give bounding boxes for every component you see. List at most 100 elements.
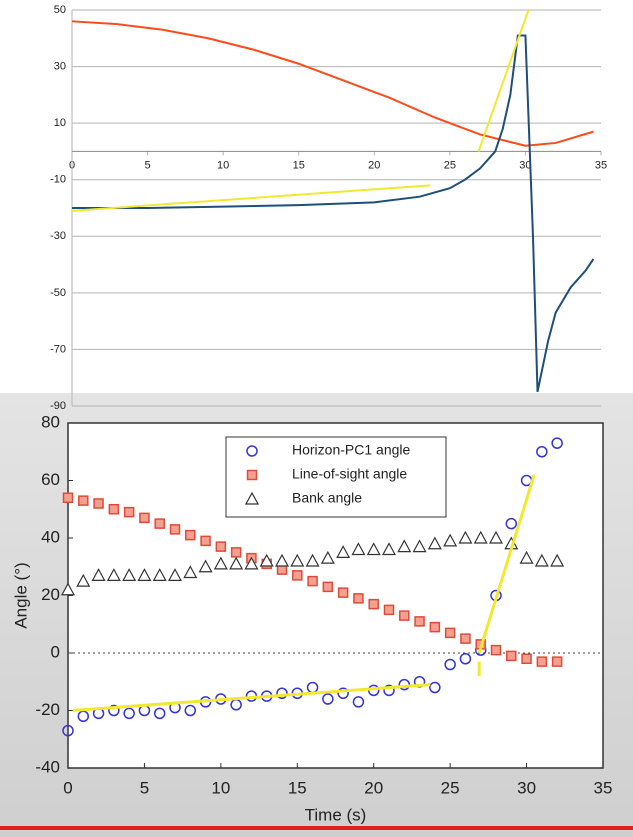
x-tick-label: 0	[63, 778, 72, 797]
y-tick-label: 40	[41, 527, 60, 546]
data-point	[167, 568, 183, 581]
data-point	[551, 656, 563, 667]
data-point	[154, 518, 165, 529]
data-point	[307, 575, 318, 587]
progress-bar	[0, 826, 633, 830]
y-tick-label: -40	[35, 757, 60, 776]
data-point	[305, 553, 320, 567]
x-tick-label: 10	[211, 778, 230, 797]
y-tick-label: -30	[50, 230, 66, 242]
x-tick-label: 30	[517, 778, 536, 797]
data-point	[505, 517, 518, 530]
x-tick-label: 5	[145, 159, 151, 171]
data-point	[77, 710, 90, 722]
data-point	[93, 498, 104, 509]
data-point	[137, 568, 152, 581]
data-point	[352, 696, 365, 708]
legend-marker	[244, 491, 260, 505]
data-point	[122, 568, 137, 581]
y-tick-label: -50	[50, 287, 66, 299]
x-axis-label: Time (s)	[305, 805, 367, 824]
data-point	[108, 504, 120, 515]
data-point	[337, 587, 349, 598]
data-point	[215, 541, 227, 552]
data-point	[490, 644, 502, 656]
legend-marker	[246, 469, 258, 481]
data-point	[200, 535, 211, 547]
data-point	[521, 653, 532, 664]
data-point	[383, 684, 395, 697]
series-line	[71, 20, 594, 147]
data-point	[398, 678, 411, 691]
top-background	[0, 0, 633, 393]
data-point	[185, 529, 196, 541]
y-tick-label: 10	[54, 117, 66, 129]
data-point	[381, 542, 397, 556]
data-point	[292, 570, 303, 581]
data-point	[551, 437, 563, 449]
data-point	[414, 616, 425, 627]
data-point	[322, 581, 334, 593]
data-point	[368, 598, 379, 610]
data-point	[427, 536, 442, 550]
x-tick-label: 30	[519, 159, 531, 171]
data-point	[108, 704, 120, 717]
data-point	[139, 512, 150, 524]
x-tick-label: 20	[364, 778, 383, 797]
series-line	[72, 474, 536, 712]
data-point	[488, 530, 504, 544]
y-tick-label: 30	[54, 60, 66, 72]
data-point	[62, 492, 74, 503]
data-point	[106, 568, 121, 581]
series-line	[72, 34, 595, 393]
data-point	[259, 553, 274, 567]
x-tick-label: 15	[293, 159, 305, 171]
data-point	[60, 582, 76, 596]
data-point	[399, 610, 410, 621]
legend-box	[225, 436, 447, 518]
y-tick-label: 0	[51, 642, 60, 661]
data-point	[351, 542, 366, 556]
legend-label: Line-of-sight angle	[292, 466, 407, 482]
x-tick-label: 35	[595, 159, 607, 171]
data-point	[460, 633, 471, 644]
y-axis-label: Angle (°)	[11, 562, 30, 628]
data-point	[506, 650, 517, 662]
data-point	[443, 533, 458, 547]
legend-label: Bank angle	[292, 490, 362, 506]
data-point	[244, 556, 259, 570]
data-point	[198, 559, 213, 573]
data-point	[444, 658, 456, 671]
x-tick-label: 25	[444, 159, 456, 171]
data-point	[429, 621, 441, 633]
data-point	[412, 539, 427, 553]
data-point	[123, 707, 135, 720]
y-tick-label: -70	[50, 343, 66, 355]
data-point	[444, 627, 456, 639]
y-tick-label: 20	[41, 585, 60, 604]
y-tick-label: -10	[50, 174, 66, 186]
legend-marker	[246, 445, 258, 457]
x-tick-label: 20	[368, 159, 380, 171]
data-point	[230, 547, 242, 558]
y-tick-label: 50	[54, 4, 66, 16]
x-tick-label: 25	[441, 778, 460, 797]
data-point	[322, 693, 334, 705]
y-tick-label: -20	[35, 700, 60, 719]
data-point	[76, 573, 91, 587]
data-point	[458, 530, 473, 544]
data-point	[337, 687, 349, 699]
data-point	[169, 524, 181, 535]
y-tick-label: -90	[50, 400, 66, 412]
data-point	[290, 553, 305, 567]
data-point	[473, 530, 488, 544]
data-point	[152, 568, 167, 581]
data-point	[397, 539, 412, 553]
series-line	[71, 9, 530, 212]
data-point	[274, 553, 290, 567]
data-point	[366, 542, 381, 556]
data-point	[123, 506, 135, 518]
data-point	[153, 707, 166, 720]
x-tick-label: 10	[217, 159, 229, 171]
